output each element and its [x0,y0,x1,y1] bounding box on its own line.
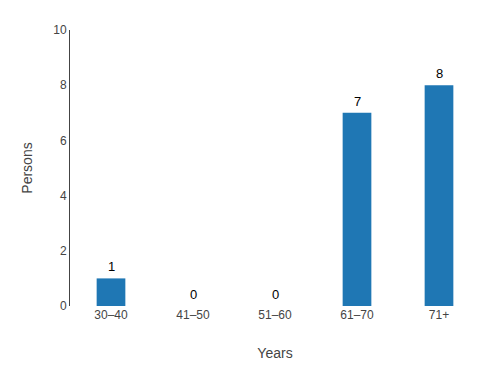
svg-text:2: 2 [60,244,67,258]
svg-text:41–50: 41–50 [176,308,210,322]
svg-text:10: 10 [53,23,67,37]
svg-text:51–60: 51–60 [258,308,292,322]
svg-text:71+: 71+ [429,308,449,322]
svg-text:0: 0 [272,287,279,302]
svg-text:8: 8 [60,78,67,92]
svg-text:6: 6 [60,134,67,148]
svg-text:30–40: 30–40 [94,308,128,322]
svg-text:1: 1 [108,259,115,274]
svg-text:4: 4 [60,189,67,203]
svg-text:Years: Years [257,345,292,361]
svg-text:7: 7 [354,94,361,109]
svg-text:8: 8 [436,66,443,81]
svg-text:Persons: Persons [19,142,35,193]
svg-text:0: 0 [190,287,197,302]
svg-text:0: 0 [60,299,67,313]
svg-text:61–70: 61–70 [340,308,374,322]
